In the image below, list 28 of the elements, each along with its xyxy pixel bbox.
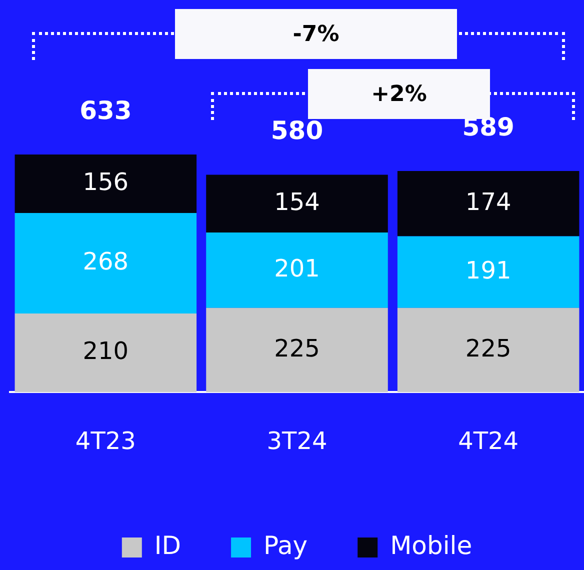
x-tick-label: 4T23 [75, 426, 136, 455]
bar [14, 154, 197, 213]
bar [206, 174, 388, 232]
x-tick-label: 3T24 [266, 426, 328, 455]
x-tick-label: 4T24 [458, 426, 519, 455]
data-label: 191 [465, 256, 512, 284]
bar [206, 308, 388, 392]
bar [14, 313, 197, 392]
bar [206, 232, 388, 308]
total-label: 633 [80, 96, 132, 126]
bar [397, 308, 580, 392]
data-label: 156 [82, 168, 129, 196]
data-label: 225 [274, 334, 320, 362]
text: -7% [175, 9, 457, 59]
data-label: 268 [82, 247, 129, 276]
legend-label: ID [154, 531, 182, 560]
data-label: 174 [465, 188, 512, 216]
legend-label: Pay [264, 531, 308, 560]
data-label: 201 [274, 254, 320, 282]
data-label: 225 [465, 334, 512, 362]
bar [14, 212, 197, 314]
legend-label: Mobile [390, 531, 472, 560]
bar [397, 171, 580, 236]
data-label: 154 [274, 188, 320, 216]
text: +2% [371, 82, 427, 106]
data-label: 210 [82, 337, 129, 366]
total-label: 580 [270, 116, 324, 146]
bar [397, 236, 580, 308]
